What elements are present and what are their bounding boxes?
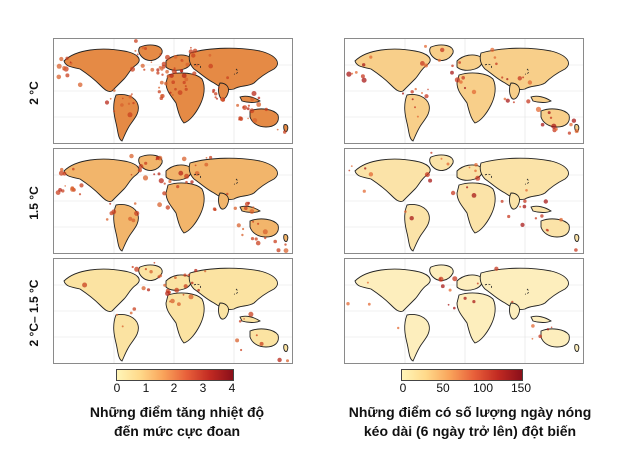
continent-asia — [188, 157, 278, 200]
left-caption: Những điểm tăng nhiệt độ đến mức cực đoa… — [52, 403, 302, 441]
continent-africa — [165, 72, 205, 124]
continent-africa — [165, 182, 205, 234]
continent-asia — [188, 47, 278, 90]
left-colorbar-tick: 0 — [113, 381, 121, 395]
continent-south-america — [404, 314, 430, 362]
row-label-difference: 2 °C– 1.5 °C — [27, 279, 41, 347]
right-colorbar-tick: 100 — [472, 381, 494, 395]
continent-india — [509, 302, 520, 320]
continent-asia — [479, 157, 569, 200]
continent-north-america — [354, 268, 431, 312]
continent-se-asia-islands — [530, 205, 552, 213]
continent-north-america — [354, 48, 431, 92]
left-colorbar — [116, 369, 234, 381]
continent-south-america — [113, 314, 139, 362]
continent-africa — [456, 72, 496, 124]
continent-africa — [456, 292, 496, 344]
continent-south-america — [113, 94, 139, 142]
continent-asia — [479, 267, 569, 310]
right-caption: Những điểm có số lượng ngày nóng kéo dài… — [325, 403, 615, 441]
continent-south-america — [404, 94, 430, 142]
continent-new-zealand — [574, 234, 580, 242]
continent-australia — [540, 328, 570, 348]
left-colorbar-tick: 4 — [228, 381, 236, 395]
continent-new-zealand — [283, 124, 289, 132]
right-colorbar — [401, 369, 523, 381]
row-label-1-5c: 1.5 °C — [27, 186, 41, 220]
continent-australia — [540, 218, 570, 238]
continent-greenland — [429, 44, 454, 61]
continent-se-asia-islands — [239, 315, 261, 323]
row-label-2c: 2 °C — [27, 81, 41, 105]
continent-india — [509, 82, 520, 100]
map-heat-days-difference — [344, 258, 584, 364]
continent-greenland — [429, 264, 454, 281]
continent-south-america — [404, 204, 430, 252]
continent-se-asia-islands — [239, 95, 261, 103]
left-colorbar-tick: 3 — [199, 381, 207, 395]
right-colorbar-tick: 150 — [510, 381, 532, 395]
map-extreme-temp-difference — [53, 258, 293, 364]
right-caption-line2: kéo dài (6 ngày trở lên) đột biến — [363, 423, 577, 439]
continent-new-zealand — [283, 344, 289, 352]
left-colorbar-tick: 2 — [170, 381, 178, 395]
continent-asia — [188, 267, 278, 310]
continent-se-asia-islands — [530, 315, 552, 323]
continent-new-zealand — [574, 344, 580, 352]
left-colorbar-tick: 1 — [142, 381, 150, 395]
continent-north-america — [354, 158, 431, 202]
left-caption-line1: Những điểm tăng nhiệt độ — [89, 404, 265, 420]
continent-north-america — [63, 158, 140, 202]
left-caption-line2: đến mức cực đoan — [113, 423, 241, 439]
right-caption-line1: Những điểm có số lượng ngày nóng — [348, 404, 592, 420]
continent-new-zealand — [283, 234, 289, 242]
continent-india — [509, 192, 520, 210]
continent-north-america — [63, 48, 140, 92]
continent-africa — [165, 292, 205, 344]
map-heat-days-1-5c — [344, 148, 584, 254]
continent-greenland — [429, 154, 454, 171]
continent-australia — [249, 328, 279, 348]
continent-india — [218, 192, 229, 210]
continent-se-asia-islands — [530, 95, 552, 103]
map-extreme-temp-2c — [53, 38, 293, 144]
map-extreme-temp-1-5c — [53, 148, 293, 254]
map-heat-days-2c — [344, 38, 584, 144]
continent-north-america — [63, 268, 140, 312]
continent-india — [218, 302, 229, 320]
continent-africa — [456, 182, 496, 234]
continent-asia — [479, 47, 569, 90]
right-colorbar-tick: 50 — [436, 381, 450, 395]
right-colorbar-tick: 0 — [399, 381, 407, 395]
